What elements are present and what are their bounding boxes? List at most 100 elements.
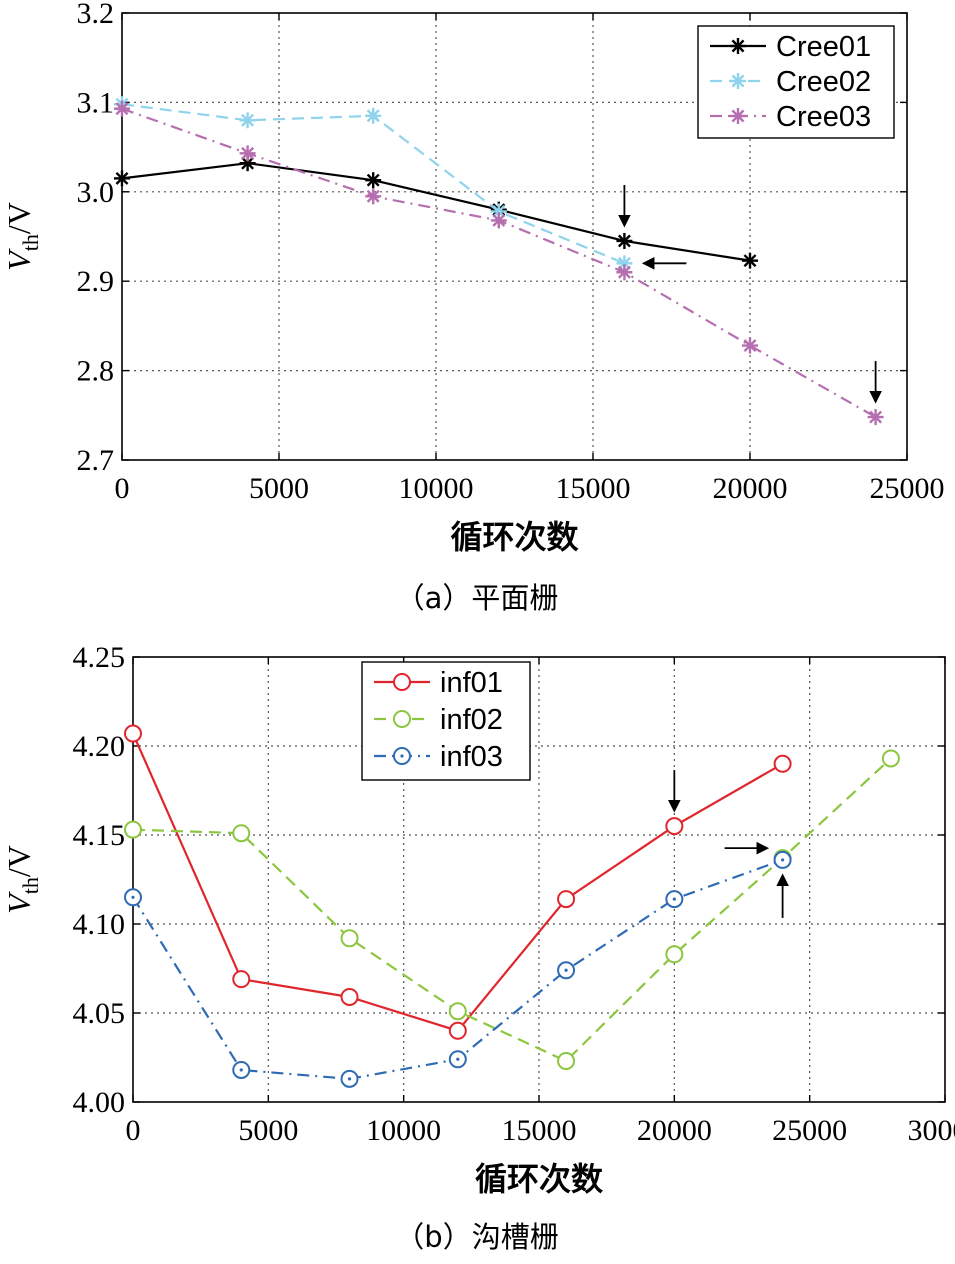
- y-tick-label: 3.1: [77, 86, 115, 119]
- legend-label: Cree01: [776, 31, 871, 63]
- figure-caption: （b）沟槽栅: [395, 1220, 558, 1254]
- data-point-stroke: [366, 173, 380, 187]
- data-point: [742, 252, 758, 269]
- data-point: [365, 107, 382, 124]
- data-point: [448, 1002, 467, 1021]
- series-line: [132, 757, 892, 1063]
- chart-planar-gate: 0 5000 10000 15000 20000 25000 2.7 2.8 2.9 3.0 3.1…: [1, 0, 945, 615]
- data-point: [881, 749, 900, 768]
- series-inf03: [124, 850, 792, 1088]
- y-tick-label: 2.9: [77, 265, 115, 298]
- data-point-dot: [456, 1057, 460, 1061]
- data-point-stroke: [743, 254, 757, 268]
- data-point: [393, 673, 411, 691]
- data-point: [114, 100, 130, 117]
- x-tick-label: 10000: [366, 1114, 441, 1147]
- y-tick-label: 4.00: [73, 1086, 126, 1119]
- data-point-dot: [239, 1068, 243, 1072]
- data-point-stroke: [731, 109, 745, 123]
- x-tick-label: 30000: [908, 1114, 955, 1147]
- y-tick-label: 4.10: [73, 908, 126, 941]
- data-point: [114, 170, 130, 187]
- data-point: [232, 970, 251, 989]
- data-point: [616, 232, 633, 249]
- y-tick-label: 2.8: [77, 355, 115, 388]
- data-point: [340, 929, 359, 948]
- x-tick-label: 0: [115, 472, 130, 505]
- data-point: [773, 754, 792, 773]
- data-point: [393, 710, 411, 728]
- figure-caption: （a）平面栅: [396, 581, 559, 615]
- legend-label: Cree02: [776, 66, 871, 98]
- data-point: [867, 409, 884, 426]
- series-Cree03: [114, 100, 884, 426]
- data-point-stroke: [617, 265, 631, 279]
- x-tick-label: 15000: [556, 472, 631, 505]
- legend: inf01 inf02 inf03: [361, 661, 531, 781]
- y-axis-label: Vth/V: [1, 845, 43, 914]
- data-point-dot: [347, 1077, 352, 1081]
- data-point-stroke: [366, 109, 380, 123]
- x-tick-label: 10000: [399, 472, 474, 505]
- data-point: [365, 172, 382, 189]
- data-point-stroke: [366, 189, 380, 203]
- y-axis-label-main: V: [1, 248, 37, 271]
- plot-frame: [121, 12, 908, 461]
- data-point-stroke: [869, 410, 883, 424]
- data-point-dot: [131, 895, 135, 899]
- y-tick-label: 3.2: [77, 0, 115, 30]
- y-tick-label: 4.25: [73, 641, 126, 674]
- x-tick-label: 25000: [870, 472, 945, 505]
- data-point: [239, 145, 256, 162]
- data-point-dot: [564, 968, 568, 972]
- data-point: [490, 212, 507, 229]
- data-point-stroke: [241, 146, 255, 160]
- x-tick-label: 5000: [238, 1114, 298, 1147]
- data-point: [557, 890, 576, 909]
- data-point: [557, 1052, 576, 1071]
- series-line: [121, 162, 751, 262]
- legend-label: inf01: [440, 667, 503, 699]
- y-axis-label-sub: th: [18, 877, 43, 894]
- data-point-stroke: [492, 213, 506, 227]
- data-point-stroke: [115, 171, 129, 185]
- data-point: [239, 112, 256, 129]
- legend-label: inf02: [440, 704, 503, 736]
- y-axis-label-unit: /V: [1, 845, 37, 877]
- y-tick-label: 4.20: [73, 730, 126, 763]
- y-axis-label-unit: /V: [1, 202, 37, 234]
- y-tick-label: 3.0: [77, 176, 115, 209]
- y-axis-label-sub: th: [18, 234, 43, 251]
- data-point: [742, 337, 758, 354]
- data-point-stroke: [241, 156, 255, 170]
- y-tick-label: 4.05: [73, 997, 126, 1030]
- x-tick-label: 20000: [637, 1114, 712, 1147]
- data-point: [665, 817, 684, 836]
- x-tick-label: 25000: [772, 1114, 847, 1147]
- y-axis-label: Vth/V: [1, 202, 43, 271]
- data-point-stroke: [731, 74, 745, 88]
- x-tick-label: 5000: [249, 472, 309, 505]
- data-point: [232, 824, 251, 843]
- x-tick-label: 0: [126, 1114, 141, 1147]
- data-point: [730, 73, 746, 89]
- data-point-stroke: [617, 234, 631, 248]
- data-point: [340, 987, 359, 1006]
- y-tick-label: 4.15: [73, 819, 126, 852]
- chart-trench-gate: 0 5000 10000 15000 20000 25000 30000 4.00 4.05 4.…: [1, 641, 955, 1254]
- data-point-dot: [400, 754, 404, 758]
- data-point: [124, 820, 142, 839]
- data-point-dot: [672, 897, 676, 901]
- data-point: [730, 38, 746, 54]
- x-tick-label: 15000: [502, 1114, 577, 1147]
- data-point: [616, 264, 633, 281]
- x-tick-label: 20000: [713, 472, 788, 505]
- data-point-stroke: [731, 39, 745, 53]
- data-point-stroke: [115, 102, 129, 116]
- data-point: [665, 945, 684, 964]
- series-inf01: [124, 724, 792, 1040]
- data-point-dot: [781, 858, 785, 862]
- data-point: [124, 724, 142, 743]
- legend-label: inf03: [440, 741, 503, 773]
